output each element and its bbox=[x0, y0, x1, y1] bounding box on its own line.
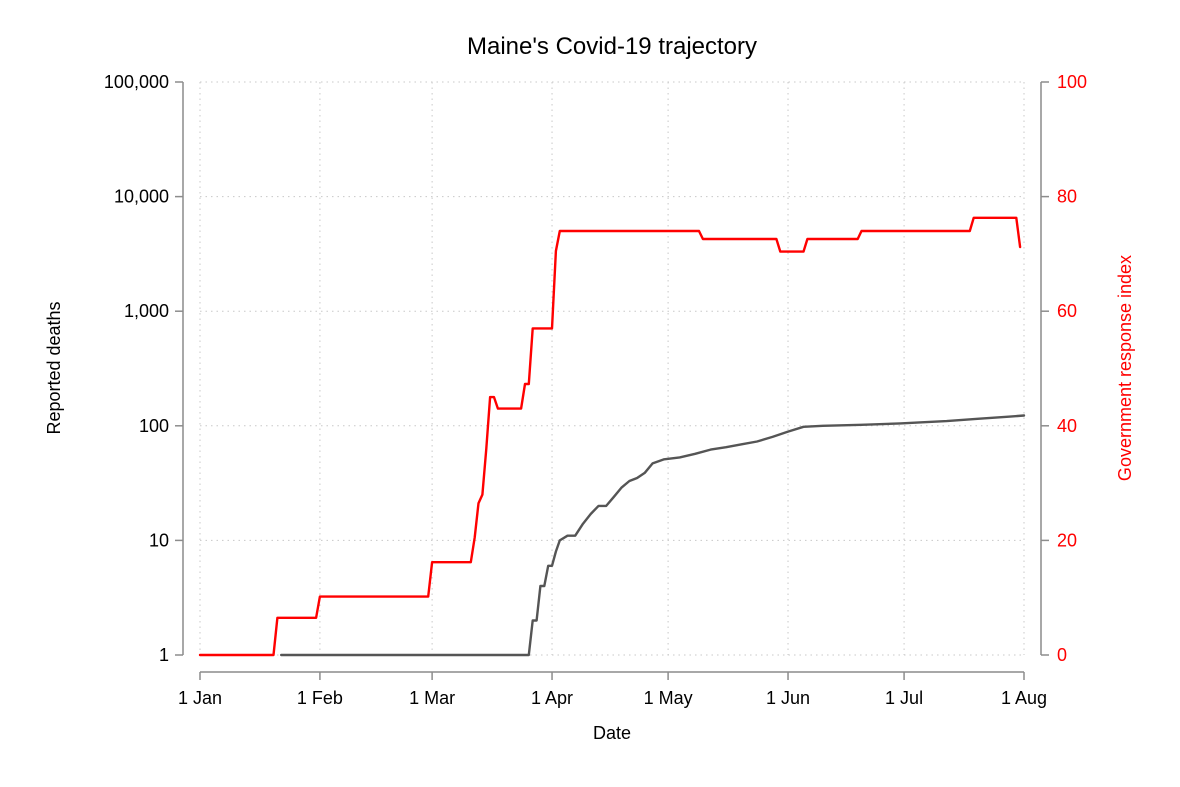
x-tick-label: 1 May bbox=[644, 688, 693, 708]
y2-tick-label: 0 bbox=[1057, 645, 1067, 665]
y2-axis-title: Government response index bbox=[1115, 255, 1135, 481]
y-tick-label: 1 bbox=[159, 645, 169, 665]
axes bbox=[182, 82, 1042, 673]
y2-tick-label: 40 bbox=[1057, 416, 1077, 436]
y2-tick-label: 100 bbox=[1057, 72, 1087, 92]
y-tick-label: 1,000 bbox=[124, 301, 169, 321]
x-axis-title: Date bbox=[593, 723, 631, 743]
y-tick-label: 100,000 bbox=[104, 72, 169, 92]
x-tick-label: 1 Aug bbox=[1001, 688, 1047, 708]
series-line-right bbox=[198, 216, 1022, 657]
y2-tick-label: 60 bbox=[1057, 301, 1077, 321]
x-tick-label: 1 Feb bbox=[297, 688, 343, 708]
series bbox=[198, 216, 1026, 657]
chart-title: Maine's Covid-19 trajectory bbox=[467, 33, 757, 60]
y-tick-label: 10 bbox=[149, 530, 169, 550]
y2-tick-label: 20 bbox=[1057, 530, 1077, 550]
x-tick-label: 1 Jun bbox=[766, 688, 810, 708]
y-tick-label: 10,000 bbox=[114, 187, 169, 207]
grid bbox=[199, 81, 1025, 656]
x-tick-label: 1 Apr bbox=[531, 688, 573, 708]
y-tick-label: 100 bbox=[139, 416, 169, 436]
y-axis-title: Reported deaths bbox=[44, 301, 64, 434]
x-tick-label: 1 Jul bbox=[885, 688, 923, 708]
ticks: 1 10 100 1,000 10,000 100,000 0 20 40 60 80 100 1 Ja… bbox=[104, 72, 1087, 708]
x-tick-label: 1 Mar bbox=[409, 688, 455, 708]
y2-tick-label: 80 bbox=[1057, 187, 1077, 207]
x-tick-label: 1 Jan bbox=[178, 688, 222, 708]
series-line-left bbox=[280, 414, 1026, 657]
